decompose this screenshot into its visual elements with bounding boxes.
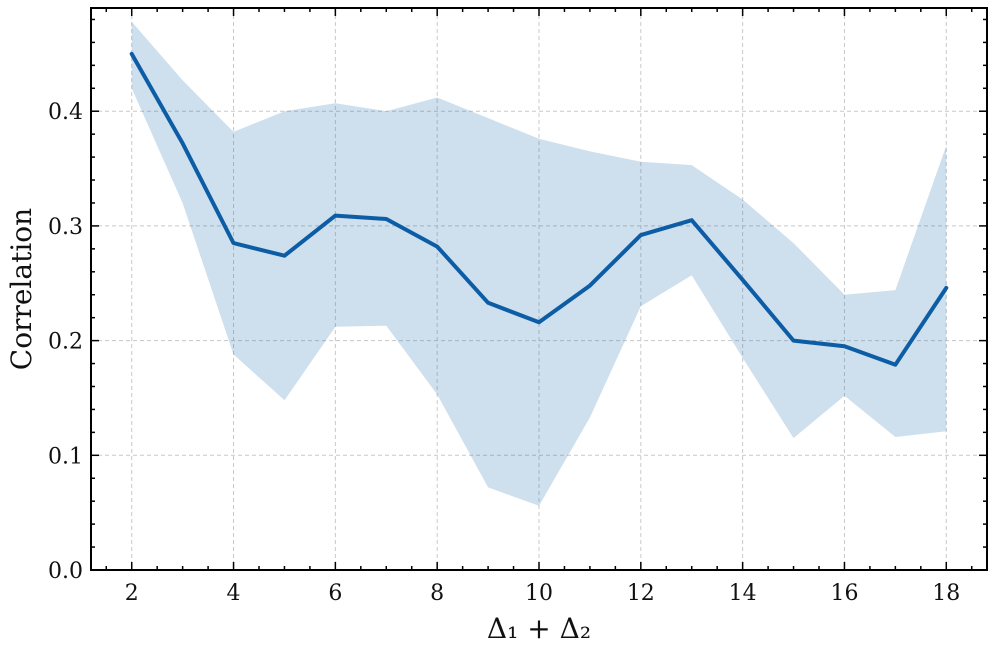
x-tick-label: 2 [125, 581, 139, 606]
tick-marks [91, 8, 987, 571]
x-axis-label: Δ₁ + Δ₂ [487, 612, 591, 645]
y-tick-label: 0.1 [48, 444, 83, 469]
y-tick-label: 0.3 [48, 215, 83, 240]
series-line-layer [129, 51, 949, 367]
y-tick-labels: 0.0 0.1 0.2 0.3 0.4 [48, 100, 83, 584]
x-tick-label: 12 [627, 581, 655, 606]
x-tick-label: 14 [729, 581, 757, 606]
x-tick-labels: 2 4 6 8 10 12 14 16 18 [125, 581, 961, 606]
x-tick-label: 18 [932, 581, 960, 606]
x-tick-label: 10 [525, 581, 553, 606]
x-tick-label: 16 [830, 581, 858, 606]
x-tick-label: 8 [430, 581, 444, 606]
confidence-band-layer [131, 21, 947, 506]
y-tick-label: 0.0 [48, 559, 83, 584]
y-tick-label: 0.4 [48, 100, 83, 125]
confidence-band [131, 21, 947, 506]
y-axis-label: Correlation [5, 208, 38, 370]
x-tick-label: 6 [328, 581, 342, 606]
y-tick-label: 0.2 [48, 330, 83, 355]
x-tick-label: 4 [227, 581, 241, 606]
